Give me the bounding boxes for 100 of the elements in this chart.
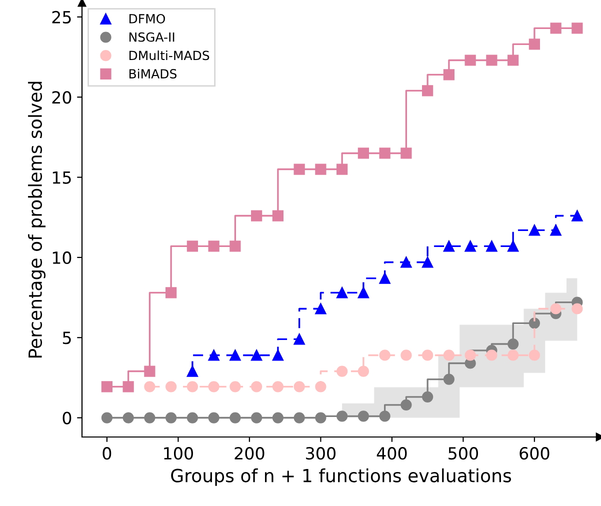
point	[550, 224, 562, 236]
y-tick-label: 20	[52, 91, 72, 104]
point	[144, 381, 156, 392]
point	[572, 22, 583, 34]
point	[443, 350, 454, 361]
x-tick-label: 100	[164, 447, 193, 460]
point	[550, 22, 562, 34]
point	[272, 350, 284, 361]
point	[422, 391, 434, 402]
x-tick-label: 200	[234, 447, 264, 460]
point	[101, 412, 112, 424]
point	[166, 287, 177, 298]
point	[550, 303, 562, 314]
point	[251, 412, 262, 424]
point	[443, 374, 454, 385]
y-axis-title: Percentage of problems solved	[28, 82, 46, 358]
point	[101, 381, 112, 392]
point	[186, 366, 198, 377]
point	[315, 381, 326, 392]
point	[400, 148, 412, 159]
point	[122, 412, 134, 424]
point	[144, 412, 156, 424]
x-tick-label: 600	[520, 447, 550, 460]
x-tick-label: 500	[448, 447, 478, 460]
point	[251, 210, 262, 222]
point	[122, 381, 134, 392]
point	[294, 381, 305, 392]
legend-label: NSGA-II	[129, 32, 174, 42]
point	[400, 399, 412, 410]
point	[528, 224, 540, 236]
point	[294, 412, 305, 424]
y-tick-label: 25	[52, 10, 71, 24]
point	[208, 240, 220, 252]
point	[486, 350, 498, 361]
point	[508, 54, 519, 66]
point	[464, 54, 476, 66]
point	[572, 210, 583, 222]
legend-label: DFMO	[129, 14, 165, 24]
point	[186, 412, 198, 424]
point	[208, 412, 220, 424]
point	[464, 240, 476, 252]
point	[358, 148, 369, 159]
point	[486, 54, 498, 66]
y-tick-label: 15	[52, 171, 71, 184]
point	[508, 338, 519, 350]
point	[379, 148, 390, 159]
point	[358, 366, 369, 377]
legend-label: DMulti-MADS	[129, 50, 210, 60]
point	[230, 412, 241, 424]
y-tick-label: 0	[62, 412, 72, 424]
point	[443, 69, 454, 80]
point	[379, 350, 390, 361]
point	[528, 350, 540, 361]
point	[336, 164, 348, 175]
point	[508, 350, 519, 361]
point	[144, 366, 156, 377]
x-tick-label: 400	[376, 447, 407, 460]
point	[272, 210, 284, 222]
point	[294, 164, 305, 175]
point	[315, 164, 326, 175]
point	[186, 381, 198, 392]
x-tick-label: 0	[102, 447, 112, 460]
point	[336, 366, 348, 377]
point	[336, 410, 348, 422]
point	[379, 272, 390, 284]
point	[400, 350, 412, 361]
point	[166, 412, 177, 424]
point	[272, 412, 284, 424]
point	[272, 381, 284, 392]
legend-label: BiMADS	[129, 68, 176, 78]
point	[208, 381, 220, 392]
point	[294, 334, 305, 345]
x-tick-label: 300	[306, 447, 336, 460]
point	[358, 410, 369, 422]
point	[230, 240, 241, 252]
y-tick-label: 10	[52, 251, 72, 264]
point	[166, 381, 177, 392]
point	[251, 381, 262, 392]
point	[422, 256, 434, 268]
point	[315, 412, 326, 424]
point	[208, 350, 220, 361]
x-axis-title: Groups of n + 1 functions evaluations	[171, 468, 512, 486]
point	[422, 85, 434, 96]
point	[422, 350, 434, 361]
point	[508, 240, 519, 252]
point	[443, 240, 454, 252]
point	[315, 303, 326, 314]
point	[486, 240, 498, 252]
y-tick-label: 5	[62, 332, 71, 344]
point	[336, 287, 348, 298]
point	[572, 303, 583, 314]
point	[528, 318, 540, 329]
point	[230, 381, 241, 392]
point	[400, 256, 412, 268]
point	[379, 410, 390, 422]
point	[464, 350, 476, 361]
point	[251, 350, 262, 361]
point	[528, 38, 540, 50]
point	[230, 350, 241, 361]
point	[358, 287, 369, 298]
